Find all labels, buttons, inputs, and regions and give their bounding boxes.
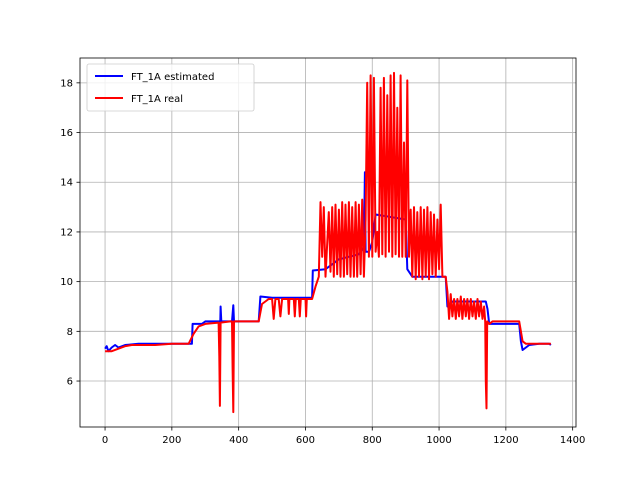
y-tick-label: 6 — [67, 377, 73, 388]
legend: FT_1A estimated FT_1A real — [86, 63, 255, 112]
y-tick-label: 8 — [67, 327, 73, 338]
legend-label: FT_1A estimated — [131, 72, 214, 83]
plot-frame — [79, 57, 577, 428]
y-tick-label: 18 — [60, 78, 73, 89]
x-tick-label: 400 — [229, 435, 248, 446]
y-tick-label: 16 — [60, 128, 73, 139]
x-tick-label: 1400 — [560, 435, 585, 446]
grid-layer — [80, 58, 576, 427]
y-tick-label: 12 — [60, 227, 73, 238]
legend-label: FT_1A real — [131, 94, 183, 105]
y-tick-label: 14 — [60, 178, 73, 189]
legend-box — [86, 63, 255, 112]
series-line-real — [105, 71, 551, 414]
x-tick-label: 800 — [363, 435, 382, 446]
tick-layer: 0 200 400 600 800 1000 1200 1400 6 8 10 12 14 16 18 — [60, 78, 585, 446]
x-tick-label: 1200 — [493, 435, 518, 446]
x-tick-label: 600 — [296, 435, 315, 446]
x-tick-label: 0 — [102, 435, 108, 446]
y-tick-label: 10 — [60, 277, 73, 288]
x-tick-label: 200 — [162, 435, 181, 446]
series-layer — [104, 71, 552, 414]
x-tick-label: 1000 — [426, 435, 451, 446]
